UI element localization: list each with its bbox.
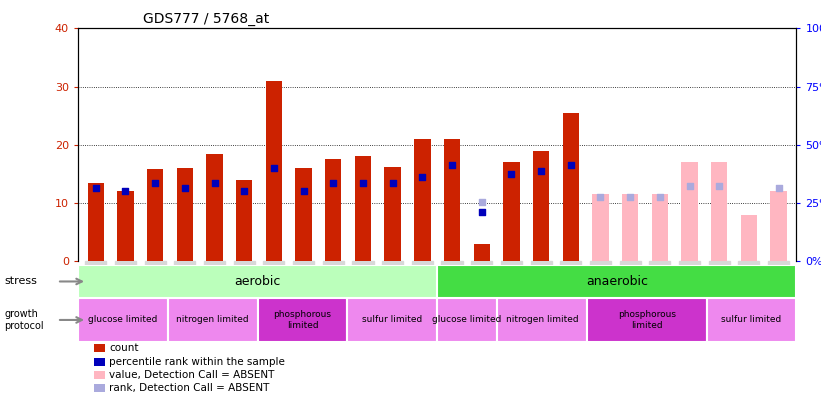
Point (475, 198, 488, 205)
Bar (681, 162, 698, 261)
Point (772, 185, 785, 192)
Bar (325, 159, 342, 261)
Bar (88, 183, 104, 261)
Text: GDS777 / 5768_at: GDS777 / 5768_at (143, 12, 269, 26)
Bar (741, 215, 757, 261)
Text: sulfur limited: sulfur limited (362, 315, 423, 324)
Text: stress: stress (4, 277, 37, 286)
Bar (177, 168, 193, 261)
Bar (258, 298, 347, 342)
Bar (147, 169, 163, 261)
Point (297, 188, 310, 195)
Point (356, 179, 369, 186)
Bar (707, 298, 796, 342)
Bar (592, 194, 608, 261)
Bar (533, 151, 549, 261)
Bar (587, 298, 707, 342)
Point (119, 188, 132, 195)
Bar (347, 298, 438, 342)
Bar (438, 298, 497, 342)
Bar (78, 265, 438, 298)
Point (594, 194, 607, 200)
Point (505, 171, 518, 177)
Point (624, 194, 637, 200)
Point (178, 185, 191, 192)
Bar (652, 194, 668, 261)
Bar (438, 265, 796, 298)
Point (654, 194, 667, 200)
Bar (622, 194, 638, 261)
Point (327, 179, 340, 186)
Text: aerobic: aerobic (235, 275, 281, 288)
Bar (167, 298, 258, 342)
Bar (711, 162, 727, 261)
Point (446, 162, 459, 168)
Bar (266, 81, 282, 261)
Point (475, 209, 488, 215)
Point (89, 185, 103, 192)
Bar (562, 113, 579, 261)
Bar (355, 156, 371, 261)
Text: percentile rank within the sample: percentile rank within the sample (109, 357, 285, 367)
Bar (296, 168, 312, 261)
Point (683, 182, 696, 189)
Point (237, 188, 250, 195)
Point (564, 162, 577, 168)
Point (208, 179, 221, 186)
Bar (444, 139, 461, 261)
Bar (384, 167, 401, 261)
Text: phosphorous
limited: phosphorous limited (617, 310, 676, 330)
Text: nitrogen limited: nitrogen limited (177, 315, 249, 324)
Text: count: count (109, 343, 139, 353)
Bar (414, 139, 430, 261)
Bar (770, 192, 787, 261)
Text: glucose limited: glucose limited (433, 315, 502, 324)
Point (534, 168, 548, 174)
Text: nitrogen limited: nitrogen limited (506, 315, 578, 324)
Text: anaerobic: anaerobic (585, 275, 648, 288)
Bar (474, 244, 490, 261)
Bar (78, 298, 167, 342)
Text: phosphorous
limited: phosphorous limited (273, 310, 332, 330)
Point (149, 179, 162, 186)
Text: value, Detection Call = ABSENT: value, Detection Call = ABSENT (109, 370, 274, 380)
Bar (117, 192, 134, 261)
Text: rank, Detection Call = ABSENT: rank, Detection Call = ABSENT (109, 384, 269, 393)
Bar (503, 162, 520, 261)
Bar (206, 153, 222, 261)
Point (268, 165, 281, 171)
Point (415, 174, 429, 180)
Text: glucose limited: glucose limited (88, 315, 158, 324)
Point (386, 179, 399, 186)
Bar (236, 180, 252, 261)
Point (713, 182, 726, 189)
Text: sulfur limited: sulfur limited (722, 315, 782, 324)
Bar (497, 298, 587, 342)
Text: growth
protocol: growth protocol (4, 309, 44, 331)
